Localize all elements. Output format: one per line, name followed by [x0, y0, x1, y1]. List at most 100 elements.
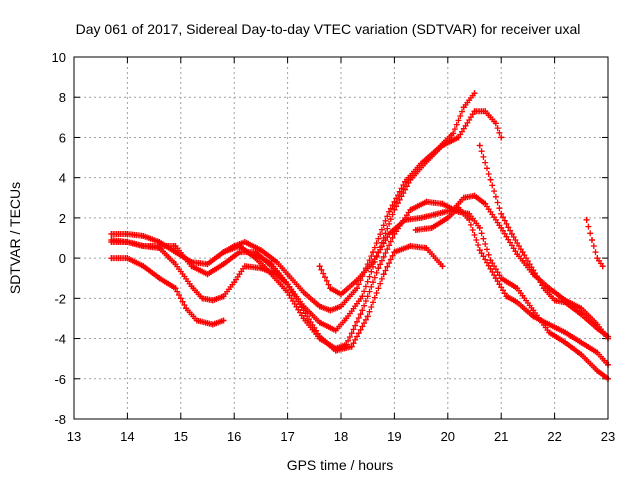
data-point [140, 232, 147, 239]
data-point [599, 263, 606, 270]
data-point [492, 120, 499, 127]
data-point [338, 303, 344, 310]
data-point [273, 259, 280, 266]
data-point [530, 307, 537, 314]
data-point [450, 130, 457, 137]
data-point [562, 339, 569, 346]
data-point [498, 275, 505, 282]
data-point [140, 263, 147, 270]
data-point [439, 142, 446, 149]
series-track-6 [252, 243, 446, 354]
data-point [402, 216, 409, 223]
data-point [343, 315, 350, 322]
x-tick-label: 17 [280, 429, 294, 444]
series-track-9 [476, 142, 611, 340]
data-point [220, 293, 227, 300]
data-point [471, 108, 478, 115]
data-point [236, 243, 243, 250]
data-point [236, 249, 243, 256]
y-tick-label: 6 [59, 130, 66, 145]
data-point [412, 226, 419, 233]
data-point [391, 206, 398, 213]
data-point [407, 243, 414, 250]
series-track-8 [412, 204, 611, 368]
data-point [172, 261, 179, 268]
data-point [316, 319, 323, 326]
data-point [594, 325, 601, 332]
data-point [124, 239, 131, 246]
x-tick-label: 14 [120, 429, 134, 444]
data-point [156, 275, 163, 282]
data-point [487, 176, 494, 183]
data-point [508, 230, 515, 237]
y-tick-label: -2 [54, 291, 66, 306]
data-point [231, 279, 238, 286]
data-point [370, 259, 377, 266]
data-point [172, 285, 179, 292]
y-tick-label: 8 [59, 90, 66, 105]
data-point [354, 277, 361, 284]
data-point [498, 134, 505, 141]
data-point [370, 249, 377, 256]
data-point [428, 224, 435, 231]
y-axis-label: SDTVAR / TECUs [7, 182, 23, 294]
data-point [108, 230, 115, 237]
data-point [498, 210, 505, 217]
data-point [188, 283, 195, 290]
x-tick-label: 16 [227, 429, 241, 444]
data-point [316, 263, 323, 270]
plot-frame [73, 56, 609, 420]
data-point [578, 339, 585, 346]
data-point [551, 297, 558, 304]
data-point [423, 198, 430, 205]
data-point [594, 255, 601, 262]
data-point [140, 243, 147, 250]
data-point [300, 307, 307, 314]
data-point [172, 243, 179, 250]
data-point [124, 255, 131, 262]
data-point [476, 142, 483, 149]
data-point [578, 305, 585, 312]
data-point [284, 271, 291, 278]
marker-trace [476, 142, 611, 340]
y-tick-label: 2 [59, 211, 66, 226]
data-point [460, 104, 467, 111]
data-point [583, 216, 590, 223]
data-point [188, 263, 195, 270]
data-point [402, 178, 409, 185]
data-point [108, 255, 115, 262]
data-point [455, 134, 462, 141]
data-point [423, 245, 430, 252]
data-point [193, 317, 200, 324]
data-point [241, 263, 248, 270]
y-tick-label: 10 [52, 50, 66, 65]
data-point [284, 289, 291, 296]
x-tick-label: 15 [174, 429, 188, 444]
data-point [220, 249, 227, 256]
series-track-3 [108, 255, 227, 328]
data-point [434, 210, 441, 217]
data-point [156, 245, 163, 252]
data-point [444, 214, 451, 221]
data-point [578, 311, 585, 318]
data-point [300, 289, 307, 296]
data-point [268, 261, 275, 268]
chart-title: Day 061 of 2017, Sidereal Day-to-day VTE… [76, 21, 581, 37]
data-point [530, 313, 537, 320]
y-tick-label: 4 [59, 171, 66, 186]
data-point [268, 271, 275, 278]
data-point [316, 333, 323, 340]
x-tick-label: 20 [441, 429, 455, 444]
data-point [546, 321, 553, 328]
data-point [578, 351, 585, 358]
data-point [209, 297, 216, 304]
axis-ticks: 13 14 15 16 17 18 19 20 21 22 23 -8 -6 -4 -2 0 2 4 6 8 10 [52, 50, 616, 444]
data-point [220, 261, 227, 268]
data-point [332, 327, 339, 334]
data-point [418, 214, 425, 221]
data-point [546, 285, 553, 292]
data-point [487, 257, 494, 264]
data-point [375, 265, 382, 272]
data-point [546, 329, 553, 336]
data-point [423, 158, 430, 165]
